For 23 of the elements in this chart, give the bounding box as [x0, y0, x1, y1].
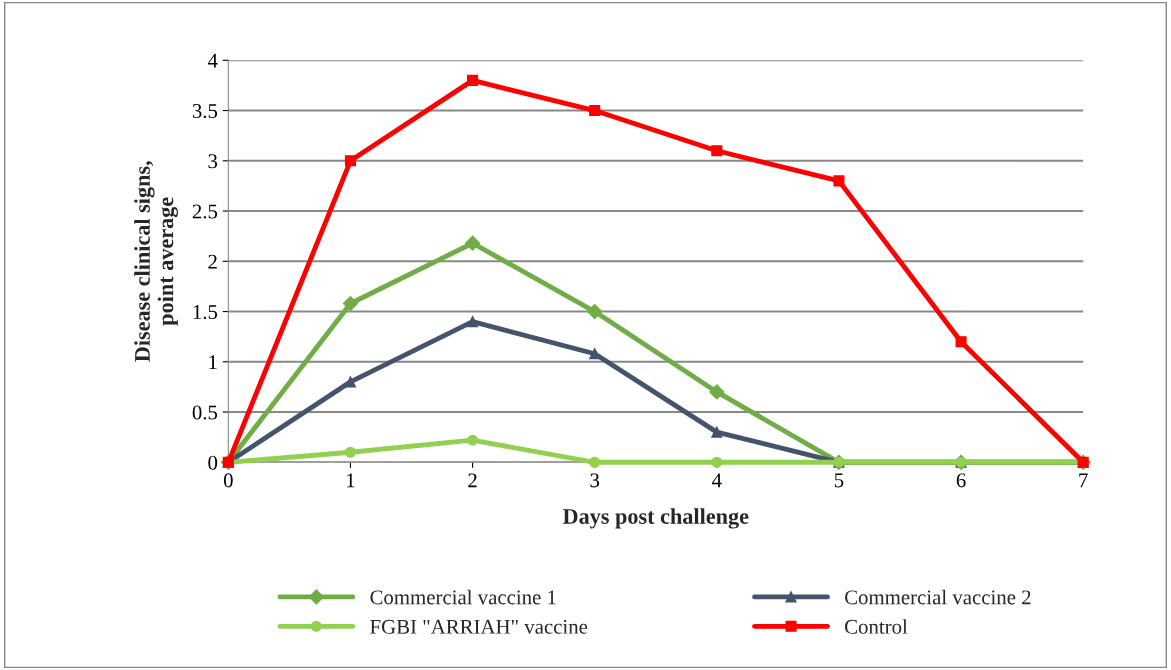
y-tick-label: 3: [208, 154, 218, 169]
y-tick-label: 2.5: [192, 204, 218, 219]
y-axis-title: Disease clinical signs, point average: [134, 161, 178, 362]
y-tick-label: 2: [208, 254, 217, 269]
x-tick-label: 7: [1079, 473, 1088, 488]
y-tick-label: 0.5: [192, 405, 218, 420]
legend-label: Commercial vaccine 1: [370, 589, 556, 605]
y-tick-label: 1: [209, 355, 217, 370]
legend-label: Commercial vaccine 2: [845, 589, 1031, 605]
legend-label: Control: [845, 619, 908, 634]
x-axis-title: Days post challenge: [562, 508, 749, 529]
x-tick-label: 2: [468, 473, 477, 488]
y-tick-label: 3.5: [192, 103, 218, 119]
legend-label: FGBI "ARRIAH" vaccine: [370, 619, 588, 634]
x-tick-label: 4: [712, 473, 722, 488]
y-tick-label: 4: [207, 53, 218, 68]
x-tick-label: 6: [956, 473, 966, 488]
x-tick-label: 1: [347, 473, 355, 488]
x-tick-label: 3: [590, 473, 600, 488]
x-tick-label: 5: [834, 473, 844, 488]
x-tick-label: 0: [223, 473, 233, 488]
y-tick-label: 0: [208, 455, 218, 470]
y-tick-label: 1.5: [193, 305, 218, 320]
